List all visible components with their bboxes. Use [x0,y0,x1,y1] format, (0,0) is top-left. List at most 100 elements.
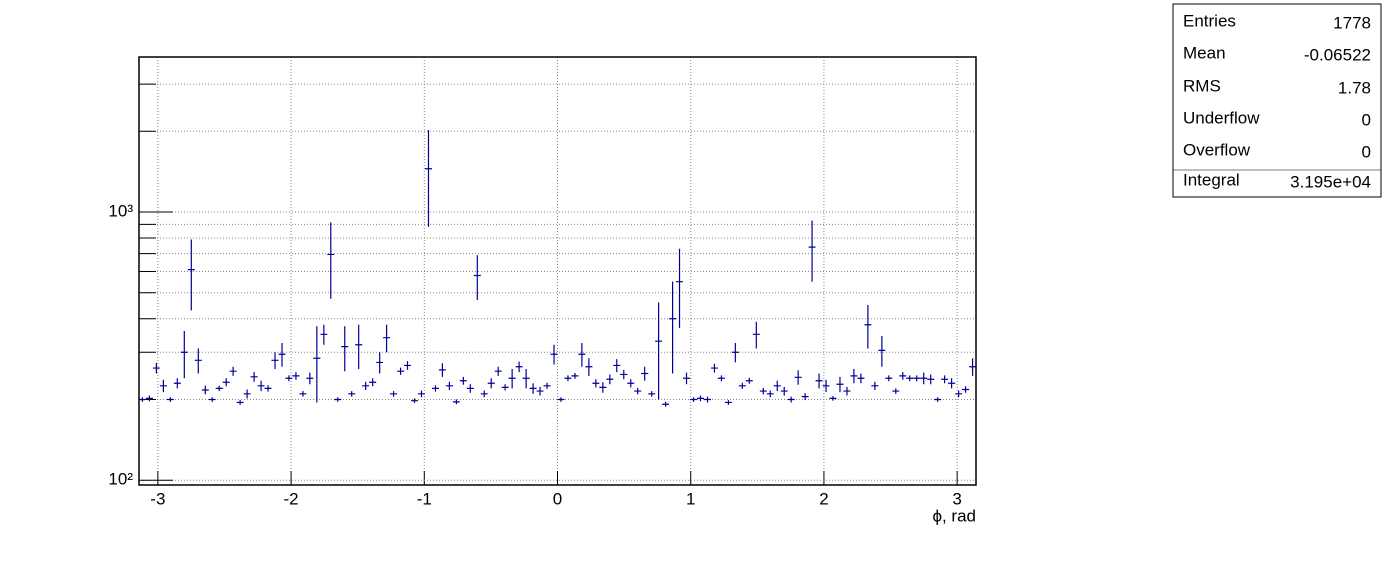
error-bar [445,381,453,391]
error-bar [222,378,230,387]
error-bar [410,398,419,404]
error-bar [494,366,502,376]
error-bar [173,378,181,389]
error-bar [871,381,879,391]
error-bar [969,358,977,376]
error-bar [334,397,342,402]
stats-value: -0.06522 [1304,45,1371,64]
error-bar [145,395,153,402]
error-bar [424,130,433,227]
error-bar [166,397,174,402]
error-bar [927,374,935,385]
error-bar [829,396,837,401]
error-bar [306,372,314,385]
error-bar [201,385,209,395]
x-tick-label: 3 [952,489,961,508]
error-bar [508,368,516,389]
stats-label: Overflow [1183,140,1251,159]
error-bar [369,378,377,387]
error-bar [438,363,446,377]
error-bar [759,387,767,395]
stats-frame [1172,3,1382,198]
error-bar [550,344,558,365]
error-bar [704,396,711,403]
error-bar [194,348,202,374]
error-bar [738,382,746,389]
error-bar [627,379,635,388]
error-bar [843,386,851,396]
stats-value: 0 [1362,110,1371,129]
stats-label: Integral [1183,170,1240,189]
error-bar [292,372,300,380]
error-bar [696,395,705,402]
error-bar [383,324,391,353]
error-bar [327,222,335,299]
error-bar [243,389,251,399]
error-bar [404,361,411,370]
error-bar [794,370,802,385]
error-bar [885,375,893,382]
error-bar [320,324,328,345]
error-bar [808,220,816,282]
error-bar [655,302,663,400]
error-bar [641,366,649,381]
x-tick-label: -2 [284,489,299,508]
stats-label: Mean [1183,43,1226,62]
error-bar [257,380,265,392]
error-bar [397,367,405,375]
error-bar [864,305,872,349]
error-bar [278,342,286,367]
error-bar [606,374,614,385]
error-bar [355,324,363,369]
error-bar [913,375,921,382]
error-bar [480,390,488,398]
error-bar [313,326,321,403]
error-bar [187,239,195,311]
error-bar [878,335,886,367]
error-bar [899,372,907,380]
error-bar [418,390,425,398]
error-bar [215,385,223,392]
error-bar [578,342,586,367]
plot-frame [138,56,977,486]
stats-value: 3.195e+04 [1290,172,1371,191]
error-bar [585,358,593,376]
error-bar [459,376,467,385]
error-bar [271,352,279,369]
error-bar [710,363,718,373]
error-bar [773,380,781,392]
x-tick-label: 0 [553,489,562,508]
error-bar [299,391,307,397]
error-bar [599,382,607,393]
error-bar [801,393,809,401]
error-bar [152,362,160,374]
error-bar [836,376,844,393]
error-bar [543,382,551,389]
error-bar [522,368,530,389]
error-bar [285,375,293,382]
stats-value: 1.78 [1338,78,1371,97]
error-bar [348,391,356,397]
error-bar [676,248,683,328]
error-bar [662,401,670,407]
x-tick-label: 1 [686,489,695,508]
x-tick-label: -3 [150,489,165,508]
error-bar [229,366,237,376]
error-bar [159,379,167,393]
error-bar [906,375,914,382]
error-bar [962,386,970,393]
error-bar [487,378,495,389]
error-bar [362,381,370,391]
error-bar [473,255,481,300]
error-bar [745,377,753,384]
error-bar [815,373,823,389]
error-bar [669,281,677,374]
stats-value: 1778 [1333,13,1371,32]
error-bar [557,397,565,402]
error-bar [850,368,858,384]
error-bar [536,386,544,396]
error-bar [376,352,384,374]
error-bar [571,373,579,379]
